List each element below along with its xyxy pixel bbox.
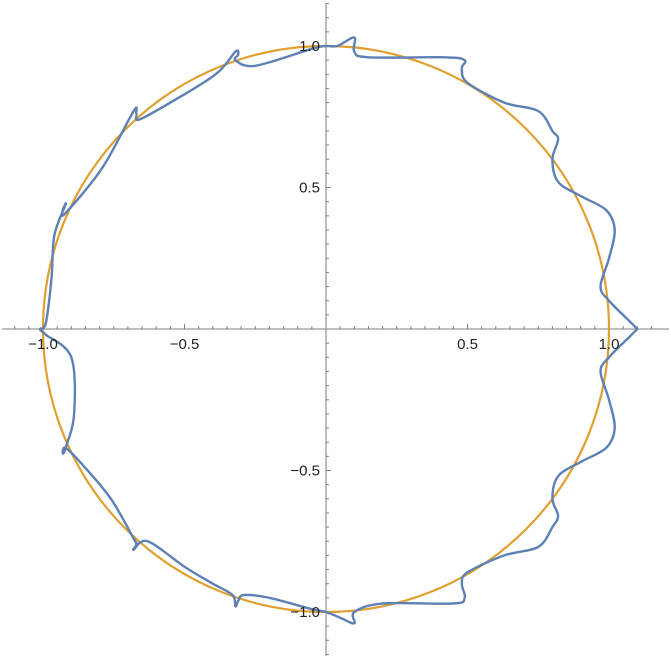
- series-layer: [39, 36, 639, 625]
- tick-labels: −1.0 −0.5 0.5 1.0 1.0 0.5 −0.5 −1.0: [28, 38, 619, 621]
- y-tick-label: 0.5: [299, 180, 320, 197]
- x-tick-label: −1.0: [28, 336, 58, 353]
- x-tick-label: −0.5: [170, 336, 200, 353]
- y-tick-label: 1.0: [299, 38, 320, 55]
- y-tick-label: −1.0: [290, 604, 320, 621]
- x-tick-label: 0.5: [457, 336, 478, 353]
- y-tick-label: −0.5: [290, 463, 320, 480]
- axes: [2, 3, 669, 656]
- x-tick-label: 1.0: [599, 336, 620, 353]
- series-perturbed-curve: [39, 36, 639, 625]
